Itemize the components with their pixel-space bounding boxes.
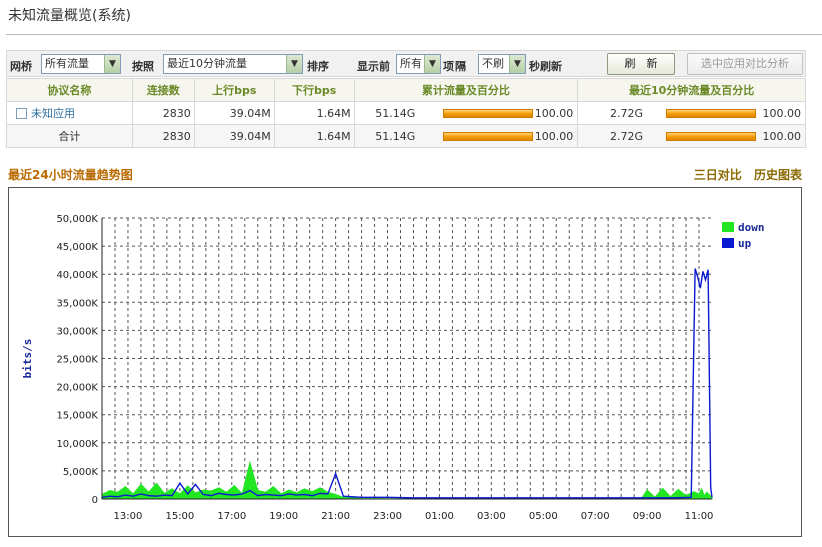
compare-selected-button[interactable]: 选中应用对比分析 bbox=[687, 53, 803, 75]
y-tick-label: 20,000K bbox=[56, 383, 98, 394]
title-divider bbox=[6, 34, 822, 35]
sort-by-label: 按照 bbox=[132, 60, 154, 73]
x-tick-label: 23:00 bbox=[373, 511, 402, 522]
x-tick-label: 15:00 bbox=[165, 511, 194, 522]
legend-label-up: up bbox=[738, 237, 752, 250]
x-tick-label: 07:00 bbox=[581, 511, 610, 522]
x-tick-label: 19:00 bbox=[269, 511, 298, 522]
row-checkbox[interactable] bbox=[16, 108, 27, 119]
upload-cell: 39.04M bbox=[193, 101, 275, 125]
download-cell: 1.64M bbox=[273, 101, 355, 125]
total-traffic-bar bbox=[442, 132, 533, 141]
show-top-label: 显示前 bbox=[357, 60, 390, 73]
traffic-table: 协议名称 连接数 上行bps 下行bps 累计流量及百分比 最近10分钟流量及百… bbox=[6, 78, 806, 148]
total-traffic-percent: 100.00 bbox=[534, 130, 574, 143]
header-total-traffic[interactable]: 累计流量及百分比 bbox=[353, 78, 579, 102]
bridge-label: 网桥 bbox=[10, 60, 32, 73]
chevron-down-icon[interactable]: ▼ bbox=[424, 55, 440, 73]
y-tick-label: 25,000K bbox=[56, 355, 98, 366]
total-traffic-value: 51.14G bbox=[375, 130, 416, 143]
legend-label-down: down bbox=[738, 221, 765, 234]
x-tick-label: 21:00 bbox=[321, 511, 350, 522]
trend-section-title: 最近24小时流量趋势图 bbox=[8, 168, 133, 182]
total-traffic-value: 51.14G bbox=[375, 107, 416, 120]
x-tick-label: 13:00 bbox=[114, 511, 143, 522]
recent-traffic-value: 2.72G bbox=[609, 130, 643, 143]
total-traffic-cell: 51.14G 100.00 bbox=[353, 101, 579, 125]
header-protocol[interactable]: 协议名称 bbox=[6, 78, 133, 102]
refresh-button[interactable]: 刷 新 bbox=[607, 53, 675, 75]
recent-traffic-value: 2.72G bbox=[609, 107, 643, 120]
interval-label: 隔 bbox=[455, 60, 466, 73]
x-tick-label: 01:00 bbox=[425, 511, 454, 522]
y-tick-label: 50,000K bbox=[56, 214, 98, 225]
y-tick-label: 30,000K bbox=[56, 326, 98, 337]
bridge-select[interactable]: 所有流量 ▼ bbox=[41, 54, 121, 74]
y-axis-label: bits/s bbox=[21, 339, 34, 379]
chevron-down-icon[interactable]: ▼ bbox=[509, 55, 525, 73]
x-tick-label: 03:00 bbox=[477, 511, 506, 522]
y-tick-label: 10,000K bbox=[56, 439, 98, 450]
trend-chart-svg: 0 5,000K 10,000K 15,000K 20,000K 25,000K 30,00… bbox=[21, 214, 765, 522]
upload-cell: 39.04M bbox=[193, 124, 275, 148]
header-recent-traffic[interactable]: 最近10分钟流量及百分比 bbox=[577, 78, 806, 102]
header-download-bps[interactable]: 下行bps bbox=[273, 78, 355, 102]
x-tick-label: 11:00 bbox=[685, 511, 714, 522]
page-title: 未知流量概览(系统) bbox=[8, 8, 131, 24]
refresh-interval-select[interactable]: 不刷 ▼ bbox=[478, 54, 526, 74]
series-down-area bbox=[101, 460, 713, 500]
chevron-down-icon[interactable]: ▼ bbox=[286, 55, 302, 73]
sort-label: 排序 bbox=[307, 60, 329, 73]
recent-traffic-percent: 100.00 bbox=[762, 107, 802, 120]
recent-traffic-bar bbox=[666, 132, 757, 141]
legend-swatch-down bbox=[722, 222, 734, 232]
traffic-trend-chart: 0 5,000K 10,000K 15,000K 20,000K 25,000K 30,00… bbox=[8, 187, 802, 537]
sort-by-select[interactable]: 最近10分钟流量 ▼ bbox=[163, 54, 303, 74]
y-tick-label: 40,000K bbox=[56, 270, 98, 281]
legend-swatch-up bbox=[722, 238, 734, 248]
recent-traffic-bar bbox=[666, 109, 757, 118]
recent-traffic-percent: 100.00 bbox=[762, 130, 802, 143]
refresh-interval-value: 不刷 bbox=[482, 57, 504, 70]
y-tick-label: 15,000K bbox=[56, 411, 98, 422]
app-name-link[interactable]: 未知应用 bbox=[31, 107, 75, 120]
y-tick-label: 35,000K bbox=[56, 298, 98, 309]
show-top-select-value: 所有 bbox=[400, 57, 422, 70]
total-traffic-cell: 51.14G 100.00 bbox=[353, 124, 579, 148]
toolbar: 网桥 所有流量 ▼ 按照 最近10分钟流量 ▼ 排序 显示前 所有 ▼ 项 隔 … bbox=[6, 50, 806, 77]
download-cell: 1.64M bbox=[273, 124, 355, 148]
header-upload-bps[interactable]: 上行bps bbox=[193, 78, 275, 102]
total-traffic-bar bbox=[442, 109, 533, 118]
items-label: 项 bbox=[443, 60, 454, 73]
connections-cell: 2830 bbox=[131, 101, 195, 125]
header-connections[interactable]: 连接数 bbox=[131, 78, 195, 102]
table-row: 未知应用 2830 39.04M 1.64M 51.14G 100.00 2.7… bbox=[6, 101, 806, 125]
bridge-select-value: 所有流量 bbox=[45, 57, 89, 70]
y-tick-label: 5,000K bbox=[63, 467, 99, 478]
connections-cell: 2830 bbox=[131, 124, 195, 148]
three-day-compare-link[interactable]: 三日对比 bbox=[693, 168, 742, 182]
recent-traffic-cell: 2.72G 100.00 bbox=[577, 124, 806, 148]
seconds-refresh-label: 秒刷新 bbox=[529, 60, 562, 73]
x-tick-label: 05:00 bbox=[529, 511, 558, 522]
series-up-line bbox=[101, 268, 713, 499]
table-row-total: 合计 2830 39.04M 1.64M 51.14G 100.00 2.72G… bbox=[6, 124, 806, 148]
total-label-cell: 合计 bbox=[6, 124, 133, 148]
y-tick-label: 0 bbox=[92, 495, 98, 506]
recent-traffic-cell: 2.72G 100.00 bbox=[577, 101, 806, 125]
chevron-down-icon[interactable]: ▼ bbox=[104, 55, 120, 73]
history-chart-link[interactable]: 历史图表 bbox=[753, 168, 802, 182]
trend-section-links: 三日对比 历史图表 bbox=[686, 166, 802, 183]
table-header-row: 协议名称 连接数 上行bps 下行bps 累计流量及百分比 最近10分钟流量及百… bbox=[6, 78, 806, 102]
total-traffic-percent: 100.00 bbox=[534, 107, 574, 120]
show-top-select[interactable]: 所有 ▼ bbox=[396, 54, 441, 74]
x-tick-label: 09:00 bbox=[633, 511, 662, 522]
sort-by-select-value: 最近10分钟流量 bbox=[167, 57, 247, 70]
x-tick-label: 17:00 bbox=[217, 511, 246, 522]
y-tick-label: 45,000K bbox=[56, 242, 98, 253]
protocol-cell: 未知应用 bbox=[6, 101, 133, 125]
